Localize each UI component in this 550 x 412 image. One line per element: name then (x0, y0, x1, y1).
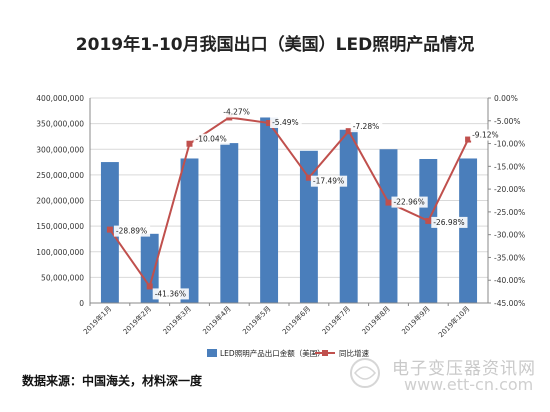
data-label-bg (310, 175, 348, 187)
data-label-bg (221, 106, 253, 118)
x-axis-tick-label: 2019年3月 (161, 304, 193, 336)
bar (220, 143, 239, 303)
watermark-site-name: 电子变压器资讯网 (392, 359, 536, 379)
growth-data-label: -10.04% (196, 135, 227, 144)
right-axis-tick-label: -20.00% (494, 185, 525, 194)
x-axis-tick-label: 2019年1月 (81, 304, 113, 336)
growth-point (465, 136, 472, 143)
growth-point (385, 199, 392, 206)
chart-title: 2019年1-10月我国出口（美国）LED照明产品情况 (75, 35, 475, 55)
x-axis-tick-label: 2019年2月 (121, 304, 153, 336)
right-axis: -45.00% -40.00% -35.00% -30.00% -25.00% -20.0… (487, 94, 525, 308)
bar (339, 129, 358, 303)
legend-line-marker (322, 350, 328, 356)
left-axis-tick-label: 50,000,000 (41, 273, 84, 282)
left-axis-tick-label: 150,000,000 (36, 222, 84, 231)
growth-point (345, 128, 352, 135)
bar (180, 158, 199, 303)
legend: LED照明产品出口金额（美国） 同比增速 (207, 348, 369, 358)
data-label-bg (350, 121, 383, 133)
growth-data-label: -7.28% (353, 122, 380, 131)
growth-data-label: -17.49% (313, 177, 344, 186)
watermark-url: www.ett-cn.com (404, 375, 534, 394)
data-label-bg (193, 133, 230, 145)
growth-data-label: -28.89% (116, 227, 147, 236)
data-label-bg (391, 196, 428, 208)
left-axis-tick-label: 350,000,000 (36, 120, 84, 129)
growth-data-label: -5.49% (272, 118, 299, 127)
growth-data-label: -9.12% (472, 131, 499, 140)
bar (260, 117, 279, 303)
x-axis-tick-label: 2019年10月 (436, 304, 471, 339)
left-axis: 0 50,000,000 100,000,000 150,000,000 200,000… (36, 94, 91, 308)
left-axis-tick-label: 100,000,000 (36, 248, 84, 257)
right-axis-tick-label: -5.00% (494, 117, 521, 126)
line-layer: -28.89% -41.36% -10.04% -4.27% -5.49% -17.49%… (106, 106, 502, 300)
watermark-logo-icon (350, 358, 380, 388)
left-axis-tick-label: 0 (79, 299, 84, 308)
bar (419, 158, 438, 303)
right-axis-tick-label: -40.00% (494, 276, 525, 285)
left-axis-tick-label: 200,000,000 (36, 197, 84, 206)
growth-point (305, 174, 312, 181)
legend-bar-swatch (207, 349, 217, 357)
right-axis-tick-label: -30.00% (494, 231, 525, 240)
x-axis-tick-label: 2019年5月 (240, 304, 272, 336)
legend-line-label: 同比增速 (339, 348, 369, 358)
growth-point (106, 226, 113, 233)
growth-data-label: -41.36% (155, 289, 186, 298)
legend-bar-label: LED照明产品出口金额（美国） (220, 348, 325, 358)
left-axis-tick-label: 250,000,000 (36, 171, 84, 180)
right-axis-tick-label: -35.00% (494, 253, 525, 262)
x-axis-tick-label: 2019年6月 (280, 304, 312, 336)
right-axis-tick-label: 0.00% (494, 94, 518, 103)
growth-line (109, 116, 469, 289)
right-axis-tick-label: -45.00% (494, 299, 525, 308)
growth-data-label: -4.27% (223, 107, 250, 116)
bar (299, 150, 318, 303)
left-axis-tick-label: 300,000,000 (36, 145, 84, 154)
x-axis-tick-label: 2019年7月 (320, 304, 352, 336)
data-label-bg (431, 216, 468, 228)
x-axis-tick-label: 2019年4月 (201, 304, 233, 336)
bar (459, 158, 478, 303)
left-axis-tick-label: 400,000,000 (36, 94, 84, 103)
right-axis-tick-label: -15.00% (494, 162, 525, 171)
data-label-bg (470, 129, 502, 141)
growth-point (425, 217, 432, 224)
data-label-bg (270, 117, 302, 129)
growth-data-label: -26.98% (433, 218, 464, 227)
bar (140, 233, 159, 303)
growth-data-label: -22.96% (394, 198, 425, 207)
right-axis-tick-label: -25.00% (494, 208, 525, 217)
source-note: 数据来源：中国海关，材料深一度 (22, 374, 203, 388)
x-axis-tick-label: 2019年8月 (360, 304, 392, 336)
bar (379, 149, 398, 303)
growth-point (266, 120, 273, 127)
data-label-bg (113, 225, 151, 237)
right-axis-tick-label: -10.00% (494, 140, 525, 149)
growth-point (186, 140, 193, 147)
data-label-bg (152, 288, 189, 300)
x-axis: 2019年1月 2019年2月 2019年3月 2019年4月 2019年5月 2019年… (81, 302, 488, 339)
bars-layer (100, 117, 478, 303)
x-axis-tick-label: 2019年9月 (400, 304, 432, 336)
growth-point (146, 283, 153, 290)
